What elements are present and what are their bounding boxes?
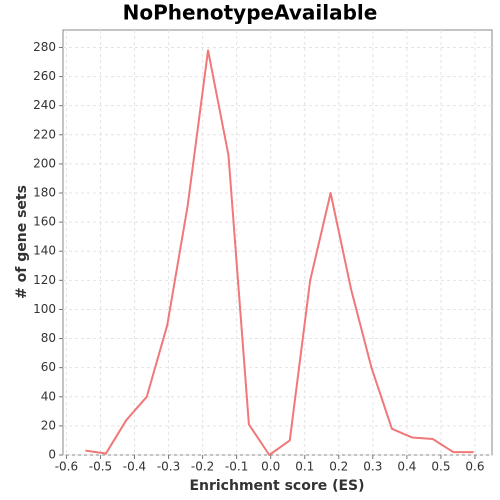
x-tick-label: -0.1 (225, 460, 248, 474)
x-tick-label: 0.5 (431, 460, 450, 474)
y-tick-label: 20 (41, 418, 56, 432)
plot-frame (62, 29, 493, 456)
y-tick-label: 60 (41, 360, 56, 374)
y-tick-label: 160 (33, 215, 56, 229)
data-line (85, 49, 474, 456)
y-tick-label: 0 (48, 448, 56, 462)
x-tick-label: 0.0 (261, 460, 280, 474)
x-tick-label: 0.3 (363, 460, 382, 474)
x-tick-label: -0.3 (157, 460, 180, 474)
y-tick-label: 280 (33, 40, 56, 54)
y-tick-label: 80 (41, 331, 56, 345)
y-tick-label: 180 (33, 186, 56, 200)
x-tick-label: 0.1 (295, 460, 314, 474)
y-tick-label: 40 (41, 389, 56, 403)
y-tick-label: 260 (33, 69, 56, 83)
y-axis-label: # of gene sets (14, 185, 30, 299)
y-tick-label: 200 (33, 156, 56, 170)
x-axis-label: Enrichment score (ES) (189, 478, 364, 494)
x-tick-label: -0.4 (123, 460, 146, 474)
y-tick-label: 100 (33, 302, 56, 316)
x-tick-label: 0.2 (329, 460, 348, 474)
y-tick-label: 220 (33, 127, 56, 141)
y-tick-label: 240 (33, 98, 56, 112)
chart-title: NoPhenotypeAvailable (123, 1, 378, 25)
x-tick-label: 0.4 (397, 460, 416, 474)
x-tick-label: -0.2 (191, 460, 214, 474)
x-tick-label: 0.6 (465, 460, 484, 474)
x-tick-label: -0.6 (55, 460, 78, 474)
x-tick-label: -0.5 (89, 460, 112, 474)
y-tick-label: 140 (33, 244, 56, 258)
y-tick-label: 120 (33, 273, 56, 287)
